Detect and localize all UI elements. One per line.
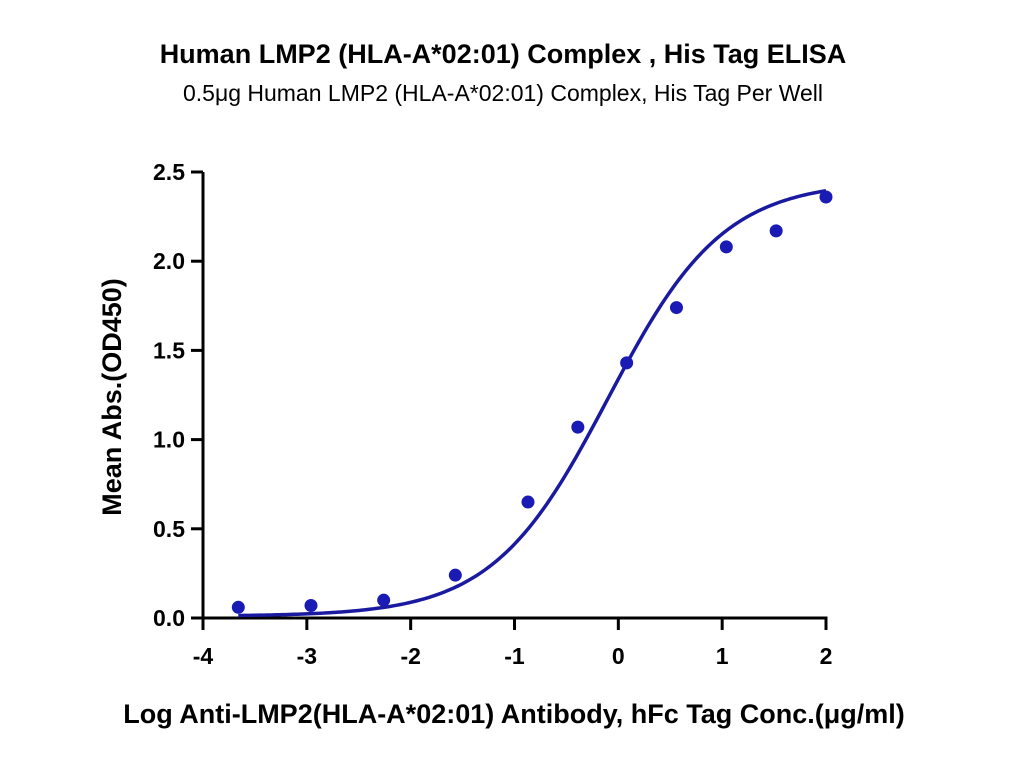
y-tick-label: 2.5: [153, 159, 185, 185]
data-point: [304, 599, 318, 613]
x-tick-label: -1: [504, 643, 525, 669]
y-tick-label: 0.5: [153, 516, 185, 542]
fit-curve: [238, 188, 827, 618]
x-tick-label: 0: [612, 643, 625, 669]
y-axis-ticks: 0.0 0.5 1.0 1.5 2.0 2.5: [153, 159, 203, 631]
data-point: [769, 224, 783, 238]
data-point: [669, 301, 683, 315]
data-points: [231, 190, 833, 614]
y-tick-label: 0.0: [153, 605, 185, 631]
y-axis-title: Mean Abs.(OD450): [97, 278, 127, 516]
x-tick-label: 1: [716, 643, 729, 669]
chart-title: Human LMP2 (HLA-A*02:01) Complex , His T…: [160, 39, 847, 69]
fit-curve-group: [238, 188, 827, 618]
y-tick-label: 1.5: [153, 337, 185, 363]
data-point: [819, 190, 833, 204]
y-tick-label: 1.0: [153, 427, 185, 453]
axes: [201, 172, 828, 620]
chart-subtitle: 0.5μg Human LMP2 (HLA-A*02:01) Complex, …: [183, 80, 823, 106]
x-axis-title: Log Anti-LMP2(HLA-A*02:01) Antibody, hFc…: [123, 699, 904, 729]
data-point: [719, 240, 733, 254]
data-point: [377, 593, 391, 607]
y-tick-label: 2.0: [153, 248, 185, 274]
x-tick-label: -4: [193, 643, 214, 669]
data-point: [231, 600, 245, 614]
x-axis-ticks: -4 -3 -2 -1 0 1 2: [193, 618, 833, 669]
x-tick-label: -3: [297, 643, 317, 669]
data-point: [620, 356, 634, 370]
data-point: [571, 420, 585, 434]
x-tick-label: 2: [820, 643, 833, 669]
x-tick-label: -2: [400, 643, 420, 669]
data-point: [448, 568, 462, 582]
data-point: [521, 495, 535, 509]
